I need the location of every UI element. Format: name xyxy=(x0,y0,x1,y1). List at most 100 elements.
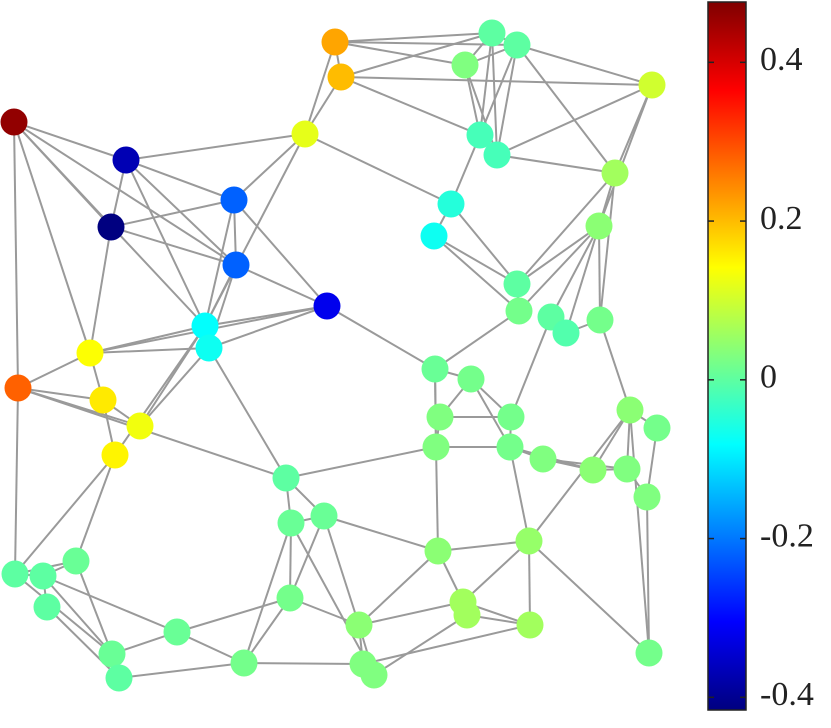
edge xyxy=(496,154,616,174)
edge xyxy=(208,347,287,479)
edge xyxy=(13,121,91,354)
node xyxy=(451,51,479,79)
edge xyxy=(110,199,235,228)
node xyxy=(503,31,531,59)
edge xyxy=(435,446,439,552)
edge xyxy=(13,121,237,266)
node xyxy=(291,120,319,148)
node xyxy=(277,509,305,537)
node xyxy=(4,374,32,402)
edge xyxy=(437,540,530,552)
edge xyxy=(89,325,206,354)
edge xyxy=(125,133,306,161)
node xyxy=(321,28,349,56)
node xyxy=(496,433,524,461)
edge xyxy=(528,540,650,654)
edge xyxy=(340,76,653,86)
node xyxy=(633,483,661,511)
node xyxy=(0,108,28,136)
edge xyxy=(479,44,518,136)
node xyxy=(76,339,104,367)
edge xyxy=(17,387,287,479)
node xyxy=(220,186,248,214)
node xyxy=(515,527,543,555)
node xyxy=(422,433,450,461)
edge xyxy=(323,515,439,552)
edge xyxy=(204,199,235,327)
node xyxy=(497,403,525,431)
edge xyxy=(14,454,116,575)
edge xyxy=(233,199,328,307)
edge xyxy=(516,44,653,86)
colorbar-tick-label: -0.2 xyxy=(760,517,814,554)
node xyxy=(638,71,666,99)
edges xyxy=(13,32,658,679)
node xyxy=(33,593,61,621)
node xyxy=(313,292,341,320)
edge xyxy=(358,550,439,626)
node xyxy=(585,212,613,240)
edge xyxy=(599,319,631,411)
edge xyxy=(304,133,452,205)
node xyxy=(62,547,90,575)
node xyxy=(360,661,388,689)
node xyxy=(230,649,258,677)
colorbar-tick-label: 0.2 xyxy=(760,200,803,237)
node xyxy=(478,19,506,47)
node xyxy=(503,270,531,298)
node xyxy=(195,334,223,362)
edge xyxy=(176,597,291,633)
edge xyxy=(110,226,237,266)
node xyxy=(635,639,663,667)
node xyxy=(126,412,154,440)
nodes xyxy=(0,19,671,692)
node xyxy=(98,640,126,668)
colorbar-tick-label: 0 xyxy=(760,359,777,396)
edge xyxy=(509,446,530,542)
edge xyxy=(629,409,650,654)
node xyxy=(586,306,614,334)
edge xyxy=(75,560,113,655)
edge xyxy=(373,614,468,676)
edge xyxy=(496,84,653,156)
colorbar-tick-label: -0.4 xyxy=(760,676,814,713)
node xyxy=(420,222,448,250)
edge xyxy=(235,264,328,307)
node xyxy=(483,141,511,169)
edge xyxy=(516,225,600,285)
node xyxy=(112,146,140,174)
node xyxy=(613,455,641,483)
edge xyxy=(528,409,631,542)
node xyxy=(529,445,557,473)
node xyxy=(272,464,300,492)
edge xyxy=(125,159,235,201)
edge xyxy=(243,662,364,665)
edge xyxy=(334,41,466,66)
edge xyxy=(14,387,19,575)
edge xyxy=(204,133,306,327)
edge xyxy=(304,41,336,135)
edge xyxy=(510,316,552,418)
edge xyxy=(13,121,19,389)
node xyxy=(643,414,671,442)
node xyxy=(222,251,250,279)
node xyxy=(97,213,125,241)
node xyxy=(579,456,607,484)
edge xyxy=(89,226,112,354)
edge xyxy=(14,573,113,655)
node xyxy=(105,664,133,692)
edge xyxy=(42,575,178,633)
edge xyxy=(208,305,328,349)
node xyxy=(552,319,580,347)
node xyxy=(1,560,29,588)
node xyxy=(163,618,191,646)
node xyxy=(453,601,481,629)
edge xyxy=(550,225,600,318)
node xyxy=(89,386,117,414)
node xyxy=(101,441,129,469)
node xyxy=(421,355,449,383)
node xyxy=(191,312,219,340)
edge xyxy=(290,522,375,676)
edge xyxy=(565,225,600,334)
